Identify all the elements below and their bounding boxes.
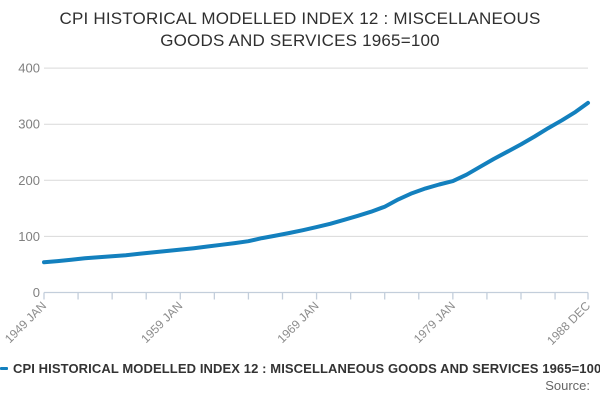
y-tick-label: 300 [18, 117, 40, 132]
x-tick-label: 1949 JAN [2, 299, 49, 346]
y-tick-label: 200 [18, 173, 40, 188]
chart-title: CPI HISTORICAL MODELLED INDEX 12 : MISCE… [0, 8, 600, 53]
chart-title-line1: CPI HISTORICAL MODELLED INDEX 12 : MISCE… [59, 9, 541, 28]
x-tick-label: 1969 JAN [275, 299, 322, 346]
x-tick-label: 1959 JAN [138, 299, 185, 346]
series-line [42, 100, 590, 265]
y-tick-label: 0 [33, 285, 40, 300]
y-tick-label: 400 [18, 61, 40, 76]
x-tick-label: 1979 JAN [411, 299, 458, 346]
legend-series-marker-icon [0, 367, 8, 370]
x-tick-label: 1988 DEC [544, 298, 593, 347]
source-label: Source: [545, 378, 590, 393]
legend[interactable]: CPI HISTORICAL MODELLED INDEX 12 : MISCE… [0, 360, 600, 377]
y-tick-label: 100 [18, 229, 40, 244]
legend-series-label[interactable]: CPI HISTORICAL MODELLED INDEX 12 : MISCE… [13, 361, 600, 376]
chart-title-line2: GOODS AND SERVICES 1965=100 [160, 31, 440, 51]
